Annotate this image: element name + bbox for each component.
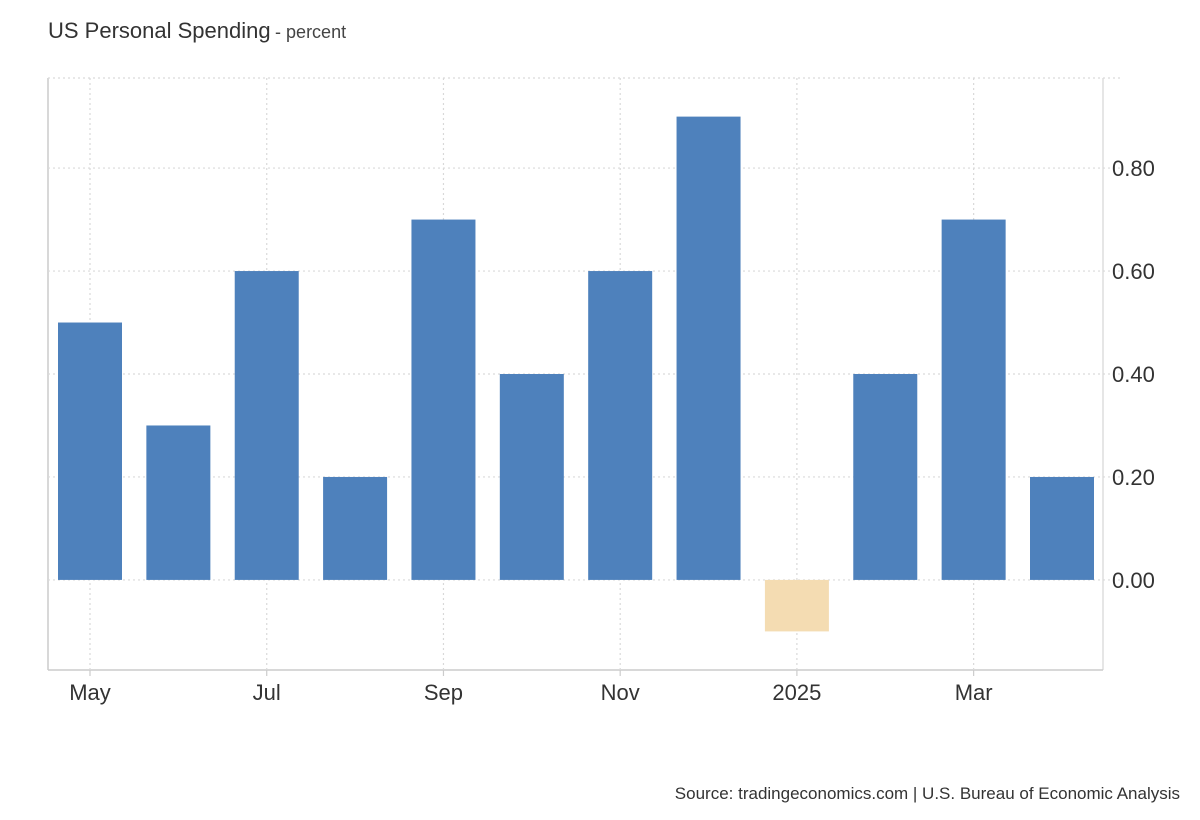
bar xyxy=(941,219,1006,580)
bar xyxy=(676,116,741,580)
bar xyxy=(853,374,918,580)
x-tick-label: Mar xyxy=(955,680,993,705)
x-tick-label: May xyxy=(69,680,111,705)
x-tick-label: Nov xyxy=(601,680,640,705)
y-tick-label: 0.60 xyxy=(1112,259,1155,284)
bar xyxy=(1030,476,1094,580)
y-tick-label: 0.40 xyxy=(1112,362,1155,387)
bar xyxy=(58,322,122,580)
chart-title-row: US Personal Spending - percent xyxy=(48,18,346,44)
bar xyxy=(588,271,653,580)
chart-subtitle: - percent xyxy=(275,22,347,42)
bar xyxy=(146,425,211,580)
x-tick-label: Sep xyxy=(424,680,463,705)
bar xyxy=(234,271,299,580)
bar xyxy=(411,219,476,580)
chart-title: US Personal Spending xyxy=(48,18,271,43)
bar xyxy=(499,374,564,580)
x-tick-label: Jul xyxy=(253,680,281,705)
x-tick-label: 2025 xyxy=(772,680,821,705)
bar xyxy=(323,476,388,580)
y-tick-label: 0.80 xyxy=(1112,156,1155,181)
source-note: Source: tradingeconomics.com | U.S. Bure… xyxy=(674,784,1180,803)
y-tick-label: 0.20 xyxy=(1112,465,1155,490)
bar xyxy=(764,579,829,632)
y-tick-label: 0.00 xyxy=(1112,568,1155,593)
